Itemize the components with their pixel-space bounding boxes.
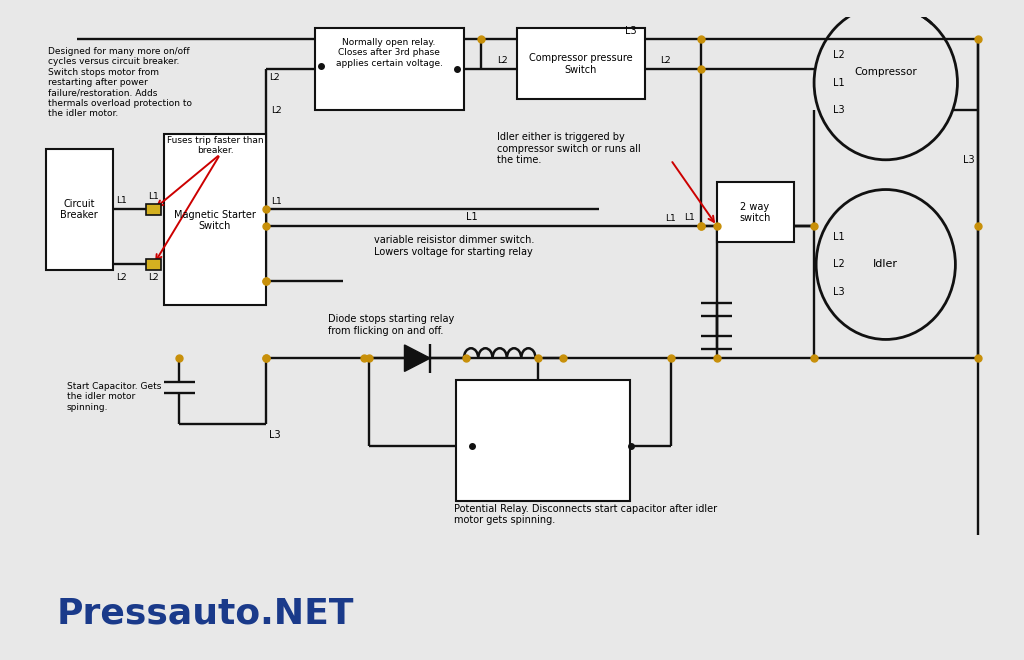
Text: Idler: Idler xyxy=(873,259,898,269)
Text: L1: L1 xyxy=(684,213,694,222)
Text: L1: L1 xyxy=(666,214,676,222)
Text: L3: L3 xyxy=(833,105,844,115)
Text: L1: L1 xyxy=(833,78,844,88)
Text: Normally open relay.
Closes after 3rd phase
applies certain voltage.: Normally open relay. Closes after 3rd ph… xyxy=(336,38,442,68)
Text: Compressor pressure
Switch: Compressor pressure Switch xyxy=(528,53,633,75)
Text: Pressauto.NET: Pressauto.NET xyxy=(56,597,354,631)
Text: L1: L1 xyxy=(271,197,282,206)
Text: L1: L1 xyxy=(833,232,844,242)
Text: L2: L2 xyxy=(148,273,159,282)
Polygon shape xyxy=(404,345,430,372)
Text: L3: L3 xyxy=(269,430,281,440)
Text: Diode stops starting relay
from flicking on and off.: Diode stops starting relay from flicking… xyxy=(328,314,454,336)
Text: Potential Relay. Disconnects start capacitor after idler
motor gets spinning.: Potential Relay. Disconnects start capac… xyxy=(454,504,717,525)
Text: Circuit
Breaker: Circuit Breaker xyxy=(60,199,97,220)
Text: L3: L3 xyxy=(625,26,636,36)
Text: Idler either is triggered by
compressor switch or runs all
the time.: Idler either is triggered by compressor … xyxy=(497,132,640,166)
Bar xyxy=(46,148,113,270)
Text: Fuses trip faster than
breaker.: Fuses trip faster than breaker. xyxy=(167,136,263,155)
Text: L2: L2 xyxy=(269,73,280,82)
Text: L1: L1 xyxy=(116,196,126,205)
Bar xyxy=(164,135,266,306)
Text: Designed for many more on/off
cycles versus circuit breaker.
Switch stops motor : Designed for many more on/off cycles ver… xyxy=(48,47,193,118)
Text: Magnetic Starter
Switch: Magnetic Starter Switch xyxy=(174,210,256,231)
Text: L2: L2 xyxy=(833,259,844,269)
Text: L2: L2 xyxy=(660,56,671,65)
Text: Start Capacitor. Gets
the idler motor
spinning.: Start Capacitor. Gets the idler motor sp… xyxy=(67,382,161,412)
Bar xyxy=(315,28,464,110)
Bar xyxy=(717,182,794,242)
Text: L2: L2 xyxy=(497,56,507,65)
Text: Compressor: Compressor xyxy=(854,67,918,77)
Bar xyxy=(146,259,161,270)
Text: L1: L1 xyxy=(148,191,159,201)
Text: L3: L3 xyxy=(833,287,844,297)
Text: 2 way
switch: 2 way switch xyxy=(739,202,770,224)
Text: L2: L2 xyxy=(116,273,126,282)
Text: L1: L1 xyxy=(466,212,477,222)
Bar xyxy=(146,204,161,215)
Text: L2: L2 xyxy=(833,50,844,60)
Text: L2: L2 xyxy=(271,106,282,115)
Text: variable reisistor dimmer switch.
Lowers voltage for starting relay: variable reisistor dimmer switch. Lowers… xyxy=(374,235,535,257)
Bar xyxy=(517,28,645,99)
Bar xyxy=(456,380,630,502)
Text: L3: L3 xyxy=(963,155,974,165)
